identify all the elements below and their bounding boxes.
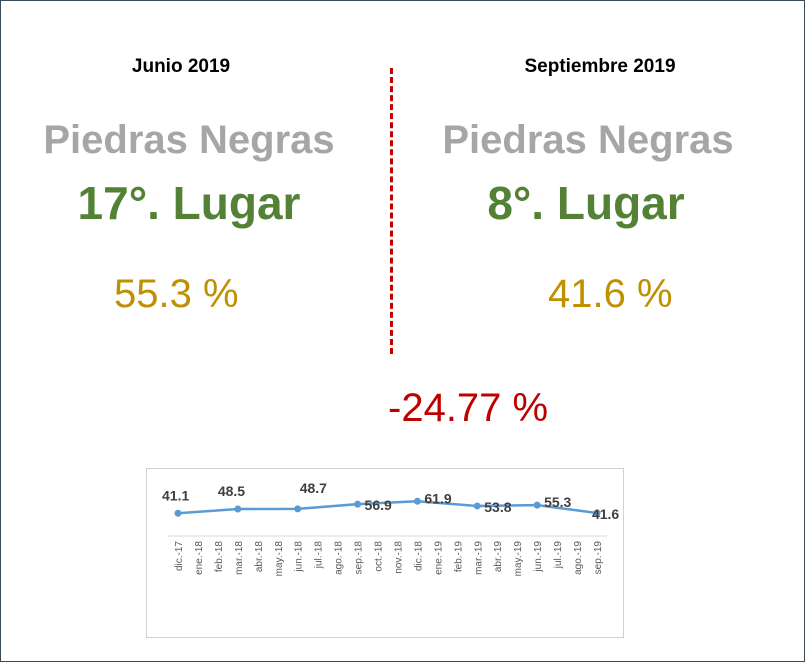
x-tick-label: sep.-18 (354, 541, 365, 575)
x-tick-label: may.-19 (513, 541, 524, 577)
x-tick-label: jun.-18 (294, 541, 305, 573)
x-tick-label: ene.-18 (194, 541, 205, 575)
data-point (354, 500, 362, 508)
x-tick-label: mar.-18 (234, 541, 245, 575)
data-label: 41.1 (162, 487, 189, 503)
left-percent: 55.3 % (114, 272, 239, 316)
data-point (413, 497, 421, 505)
data-point (473, 502, 481, 510)
left-city: Piedras Negras (43, 118, 335, 162)
chart-svg: dic.-17 ene.-18 feb.-18 mar.-18 abr.-18 may.-… (162, 480, 619, 577)
data-point (533, 501, 541, 509)
right-rank: 8°. Lugar (487, 177, 685, 229)
right-city: Piedras Negras (442, 118, 734, 162)
data-label: 61.9 (424, 490, 451, 506)
data-label: 55.3 (544, 494, 571, 510)
x-tick-label: abr.-19 (493, 541, 504, 573)
percent-change: -24.77 % (388, 386, 549, 430)
data-point (294, 505, 302, 513)
x-tick-label: oct.-18 (374, 541, 385, 572)
x-tick-label: may.-18 (274, 541, 285, 577)
divider-line (390, 68, 393, 354)
data-label: 56.9 (365, 497, 392, 513)
x-tick-label: dic.-18 (413, 541, 424, 571)
data-label: 41.6 (592, 506, 619, 522)
data-point (234, 505, 242, 513)
x-tick-label: mar.-19 (473, 541, 484, 575)
left-period: Junio 2019 (131, 56, 231, 77)
x-tick-label: abr.-18 (254, 541, 265, 573)
x-tick-label: feb.-18 (214, 541, 225, 573)
data-label: 48.5 (218, 483, 245, 499)
data-point (593, 509, 601, 517)
data-point (174, 509, 182, 517)
x-tick-label: feb.-19 (453, 541, 464, 573)
series-line (177, 500, 598, 515)
right-period: Septiembre 2019 (524, 56, 676, 77)
x-tick-label: nov.-18 (393, 541, 404, 574)
x-tick-label: dic.-17 (174, 541, 185, 571)
data-label: 53.8 (484, 499, 511, 515)
right-percent: 41.6 % (548, 272, 673, 316)
x-tick-label: ene.-19 (433, 541, 444, 575)
x-tick-label: jul.-18 (314, 541, 325, 570)
x-tick-label: jun.-19 (533, 541, 544, 573)
x-tick-label: jul.-19 (553, 541, 564, 570)
x-tick-label: sep.-19 (593, 541, 604, 575)
trend-chart: dic.-17 ene.-18 feb.-18 mar.-18 abr.-18 may.-… (146, 468, 624, 638)
left-rank: 17°. Lugar (77, 177, 301, 229)
x-tick-label: ago.-18 (334, 541, 345, 575)
x-tick-label: ago.-19 (573, 541, 584, 575)
data-label: 48.7 (300, 480, 327, 496)
